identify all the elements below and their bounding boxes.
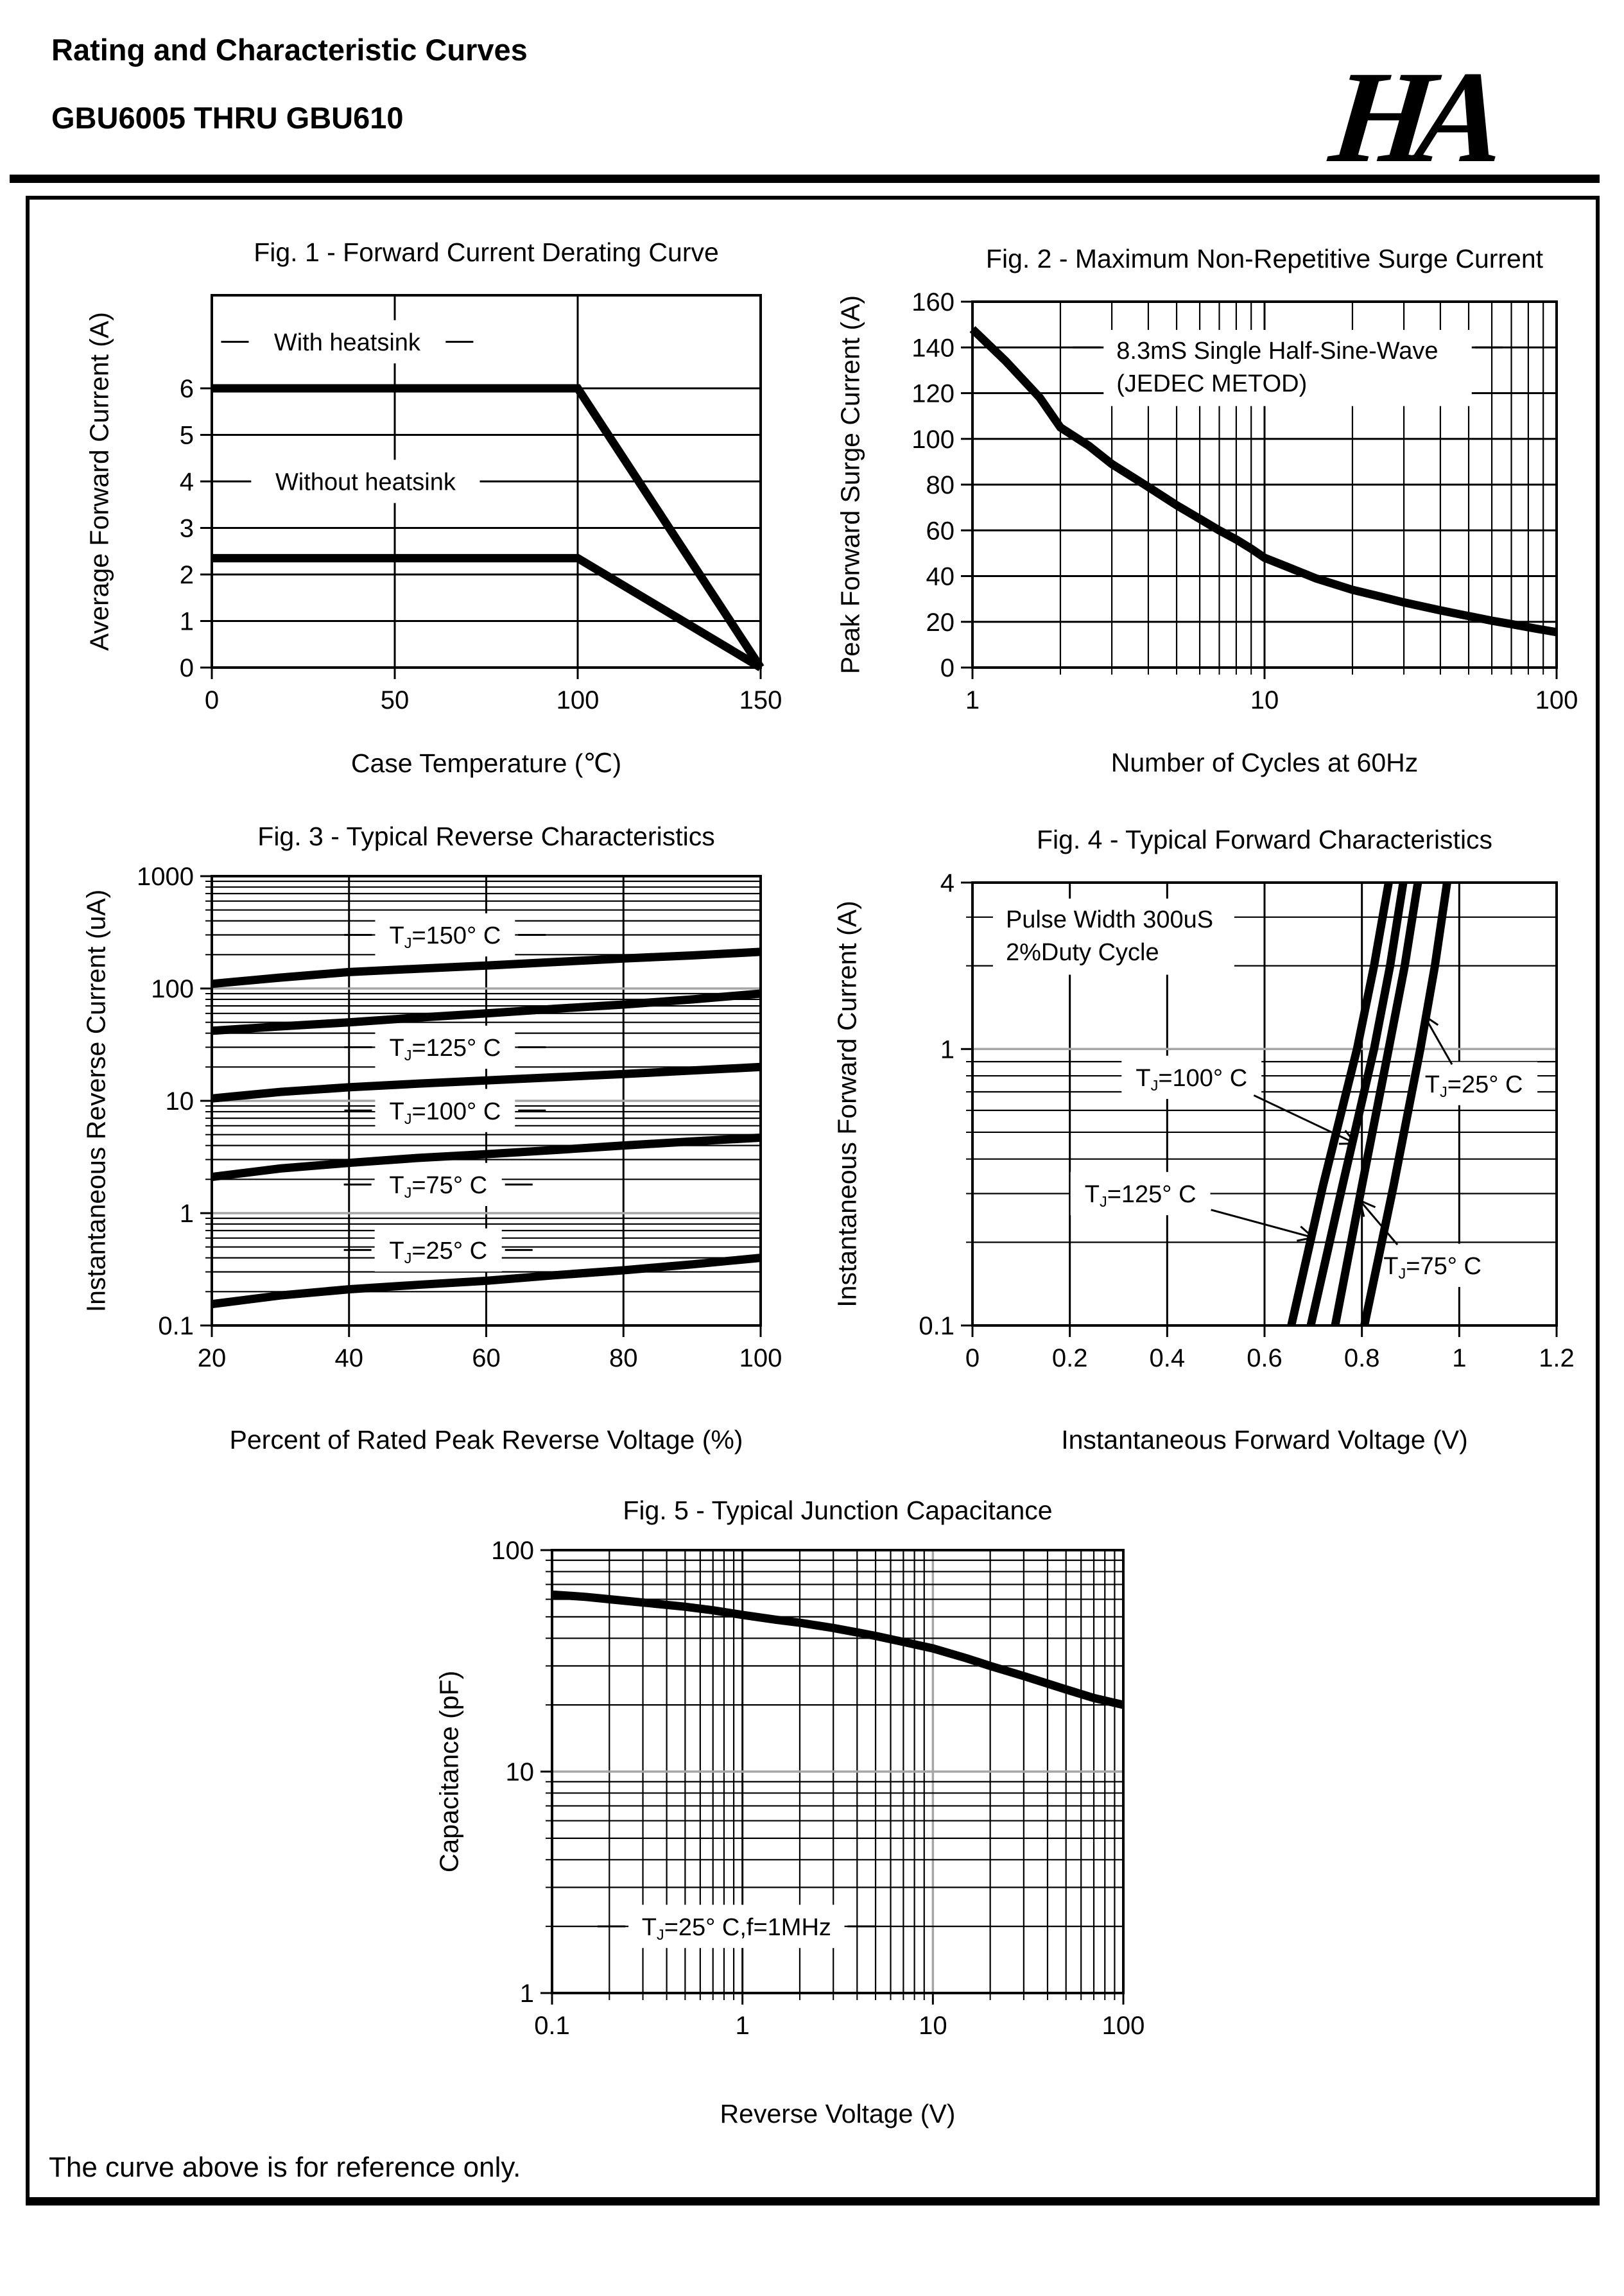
svg-text:100: 100 [1535, 686, 1578, 714]
svg-text:TJ=125° C: TJ=125° C [1085, 1181, 1196, 1210]
figure-2-y-axis-label: Peak Forward Surge Current (A) [835, 295, 865, 675]
svg-text:5: 5 [180, 422, 194, 450]
svg-text:80: 80 [609, 1344, 638, 1372]
page-title: Rating and Characteristic Curves [51, 33, 528, 67]
svg-text:10: 10 [1250, 686, 1279, 714]
svg-text:160: 160 [911, 288, 955, 316]
svg-text:10: 10 [919, 2012, 947, 2040]
figure-3-y-axis-label: Instantaneous Reverse Current (uA) [81, 889, 111, 1313]
svg-text:50: 50 [381, 686, 410, 714]
svg-text:40: 40 [926, 563, 955, 591]
figure-4-x-axis-label: Instantaneous Forward Voltage (V) [1061, 1425, 1468, 1454]
header-divider [10, 175, 1600, 183]
figure-5-title: Fig. 5 - Typical Junction Capacitance [623, 1496, 1053, 1525]
company-logo: HA [1324, 44, 1496, 190]
svg-text:0: 0 [205, 686, 219, 714]
svg-text:0.1: 0.1 [919, 1312, 955, 1340]
svg-text:80: 80 [926, 471, 955, 499]
svg-text:120: 120 [911, 380, 955, 408]
figure-1-x-axis-label: Case Temperature (℃) [350, 748, 622, 778]
figure-2-canvas: 8.3mS Single Half-Sine-Wave (JEDEC METOD)… [911, 288, 1578, 714]
svg-text:100: 100 [557, 686, 600, 714]
figure-5-y-axis-label: Capacitance (pF) [434, 1670, 464, 1873]
svg-text:TJ=25° C,f=1MHz: TJ=25° C,f=1MHz [642, 1914, 831, 1943]
svg-text:8.3mS Single Half-Sine-Wave: 8.3mS Single Half-Sine-Wave [1116, 338, 1438, 365]
svg-text:TJ=75° C: TJ=75° C [1383, 1253, 1481, 1282]
svg-text:1: 1 [965, 686, 980, 714]
svg-text:4: 4 [180, 468, 194, 496]
svg-text:TJ=25° C: TJ=25° C [389, 1238, 487, 1266]
svg-text:1: 1 [736, 2012, 750, 2040]
figure-4-title: Fig. 4 - Typical Forward Characteristics [1036, 825, 1493, 854]
figure-1-canvas: With heatsink Without heatsink 0 50 100 150 0 1… [180, 294, 782, 714]
svg-text:TJ=100° C: TJ=100° C [389, 1098, 501, 1127]
svg-text:0.6: 0.6 [1247, 1344, 1283, 1372]
svg-text:2%Duty Cycle: 2%Duty Cycle [1006, 939, 1159, 966]
svg-text:1: 1 [180, 608, 194, 636]
svg-text:(JEDEC METOD): (JEDEC METOD) [1116, 370, 1307, 397]
page-subtitle: GBU6005 THRU GBU610 [51, 101, 404, 135]
figure-1-y-axis-label: Average Forward Current (A) [84, 312, 114, 651]
svg-text:0: 0 [965, 1344, 980, 1372]
figure-5: TJ=25° C,f=1MHz 0.1 1 10 100 100 10 1 Fig. 5 - … [359, 1489, 1309, 2147]
svg-text:1: 1 [940, 1035, 955, 1064]
svg-text:0.2: 0.2 [1052, 1344, 1088, 1372]
figure-4-canvas: Pulse Width 300uS 2%Duty Cycle TJ=100° C TJ… [919, 869, 1575, 1372]
svg-text:TJ=75° C: TJ=75° C [389, 1172, 487, 1201]
svg-text:100: 100 [151, 975, 194, 1003]
svg-text:TJ=25° C: TJ=25° C [1425, 1071, 1523, 1100]
figure-3-canvas: TJ=150° C TJ=125° C TJ=100° C TJ=75° C TJ=25… [137, 863, 782, 1372]
figure-1-title: Fig. 1 - Forward Current Derating Curve [254, 237, 719, 267]
svg-text:40: 40 [335, 1344, 364, 1372]
svg-text:0: 0 [180, 654, 194, 682]
svg-text:20: 20 [198, 1344, 227, 1372]
svg-text:10: 10 [506, 1758, 535, 1786]
svg-text:1000: 1000 [137, 863, 194, 891]
svg-text:4: 4 [940, 869, 955, 897]
svg-text:0.8: 0.8 [1344, 1344, 1380, 1372]
figure-3-x-axis-label: Percent of Rated Peak Reverse Voltage (%… [229, 1425, 743, 1454]
figure-2: 8.3mS Single Half-Sine-Wave (JEDEC METOD)… [815, 221, 1579, 796]
figure-3-title: Fig. 3 - Typical Reverse Characteristics [257, 822, 715, 851]
svg-text:3: 3 [180, 515, 194, 543]
figure-2-title: Fig. 2 - Maximum Non-Repetitive Surge Cu… [985, 244, 1544, 273]
figure-1: With heatsink Without heatsink 0 50 100 150 0 1… [64, 221, 790, 796]
svg-text:1.2: 1.2 [1539, 1344, 1575, 1372]
figure-4-y-axis-label: Instantaneous Forward Current (A) [832, 901, 862, 1308]
svg-text:1: 1 [180, 1200, 194, 1228]
svg-text:150: 150 [739, 686, 782, 714]
footer-note: The curve above is for reference only. [49, 2152, 521, 2183]
svg-text:60: 60 [926, 517, 955, 545]
svg-text:6: 6 [180, 375, 194, 403]
svg-text:0: 0 [940, 654, 955, 682]
figure-4: Pulse Width 300uS 2%Duty Cycle TJ=100° C TJ… [815, 812, 1579, 1476]
figure-3: TJ=150° C TJ=125° C TJ=100° C TJ=75° C TJ=25… [64, 812, 790, 1476]
figure-2-x-axis-label: Number of Cycles at 60Hz [1110, 748, 1419, 777]
svg-text:100: 100 [1102, 2012, 1145, 2040]
figure-5-x-axis-label: Reverse Voltage (V) [720, 2099, 956, 2128]
svg-text:10: 10 [166, 1087, 194, 1116]
svg-text:With heatsink: With heatsink [274, 329, 421, 356]
svg-text:1: 1 [520, 1980, 534, 2008]
svg-text:TJ=100° C: TJ=100° C [1136, 1065, 1247, 1094]
svg-text:100: 100 [491, 1537, 534, 1565]
svg-text:0.1: 0.1 [158, 1312, 194, 1340]
svg-text:Pulse Width 300uS: Pulse Width 300uS [1006, 906, 1213, 933]
svg-text:TJ=150° C: TJ=150° C [389, 922, 501, 951]
svg-text:60: 60 [472, 1344, 501, 1372]
svg-text:Without heatsink: Without heatsink [275, 469, 456, 496]
svg-text:0.1: 0.1 [534, 2012, 570, 2040]
svg-text:140: 140 [911, 334, 955, 362]
svg-text:100: 100 [739, 1344, 782, 1372]
svg-text:20: 20 [926, 609, 955, 637]
svg-text:TJ=125° C: TJ=125° C [389, 1035, 501, 1064]
svg-text:1: 1 [1452, 1344, 1466, 1372]
svg-text:100: 100 [911, 426, 955, 454]
svg-text:0.4: 0.4 [1150, 1344, 1186, 1372]
svg-text:2: 2 [180, 561, 194, 589]
